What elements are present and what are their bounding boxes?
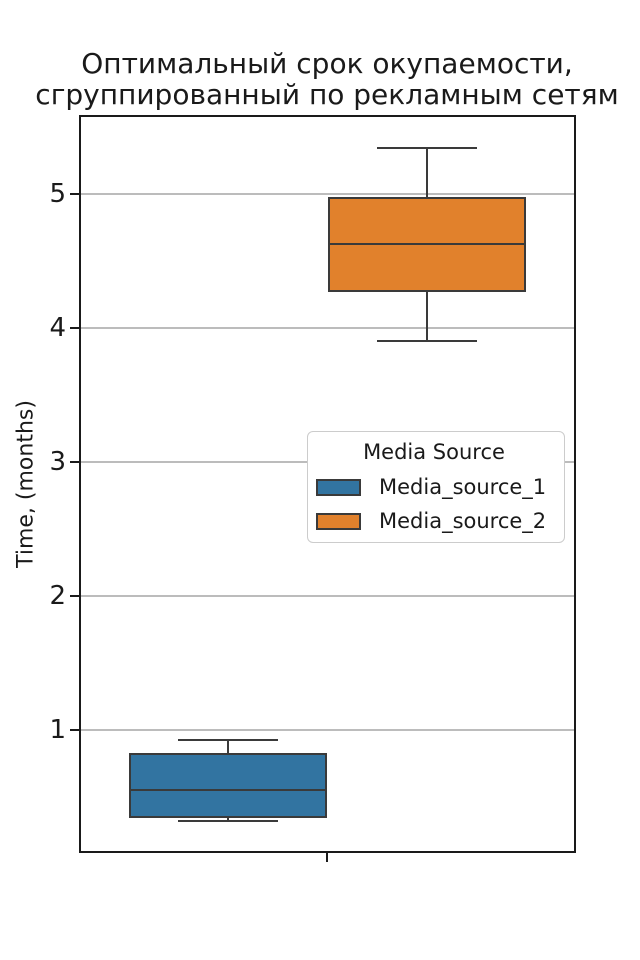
legend-swatch-media-source-2 (316, 512, 361, 530)
y-axis-label: Time, (months) (13, 400, 39, 568)
median-line (330, 242, 524, 245)
median-line (131, 789, 325, 792)
legend-item-media-source-2: Media_source_2 (316, 509, 552, 533)
whisker-cap-lower (178, 819, 278, 822)
chart-title: Оптимальный срок окупаемости, сгруппиров… (35, 47, 619, 111)
y-tick-label: 2 (49, 580, 66, 611)
legend-item-label: Media_source_2 (379, 509, 547, 533)
legend-swatch-media-source-1 (316, 478, 361, 496)
whisker-cap-upper (377, 147, 477, 150)
y-tick-label: 1 (49, 714, 66, 745)
legend-item-label: Media_source_1 (379, 475, 547, 499)
y-tick-label: 5 (49, 179, 66, 210)
gridline (79, 728, 576, 731)
x-tick-mark (326, 853, 328, 862)
whisker-cap-lower (377, 340, 477, 343)
y-tick-mark (70, 326, 79, 329)
gridline (79, 193, 576, 196)
legend-item-media-source-1: Media_source_1 (316, 475, 552, 499)
whisker-stem-lower (426, 291, 428, 342)
y-tick-mark (70, 728, 79, 731)
legend-title: Media Source (363, 440, 505, 464)
plot-area: Media Source Media_source_1 Media_source… (79, 115, 576, 853)
whisker-stem-upper (227, 740, 229, 753)
box-rect (129, 752, 327, 819)
legend: Media Source Media_source_1 Media_source… (307, 431, 565, 543)
whisker-cap-upper (178, 739, 278, 742)
whisker-stem-lower (227, 818, 229, 821)
gridline (79, 326, 576, 329)
gridline (79, 594, 576, 597)
y-tick-mark (70, 460, 79, 463)
whisker-stem-upper (426, 148, 428, 197)
y-tick-mark (70, 193, 79, 196)
y-tick-label: 4 (49, 312, 66, 343)
y-tick-mark (70, 594, 79, 597)
y-tick-label: 3 (49, 446, 66, 477)
